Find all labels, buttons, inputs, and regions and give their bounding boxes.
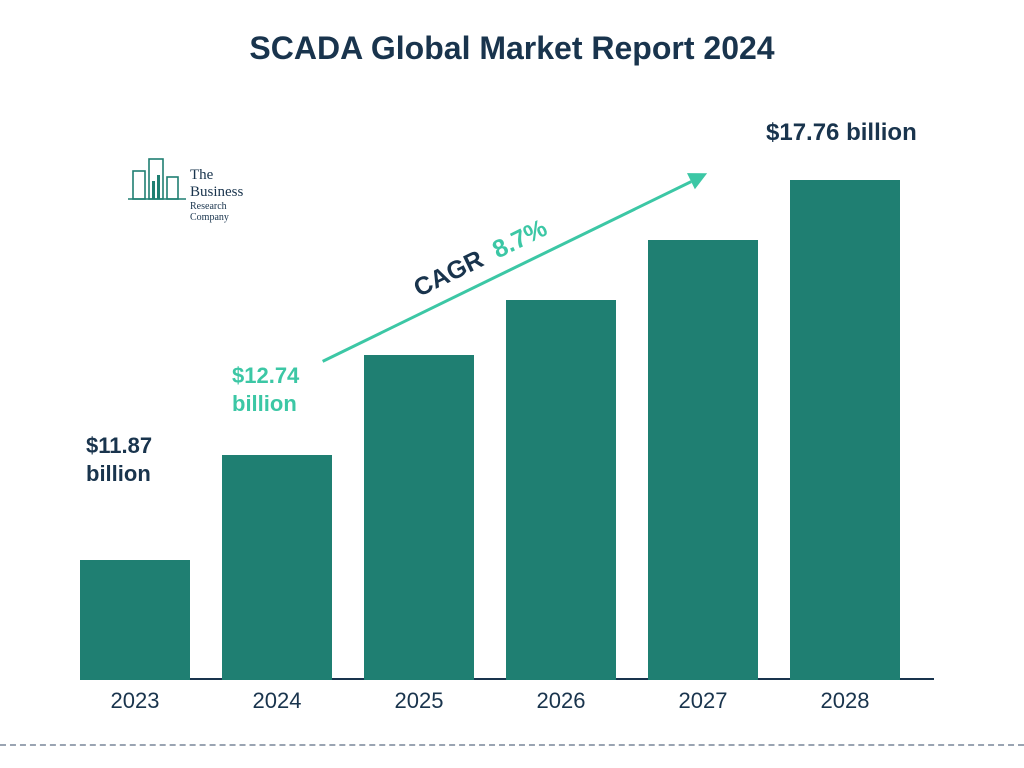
x-axis-label: 2024 [222, 688, 332, 714]
bar: 2024 [222, 455, 332, 680]
chart-title: SCADA Global Market Report 2024 [0, 30, 1024, 67]
x-axis-label: 2025 [364, 688, 474, 714]
x-axis-label: 2027 [648, 688, 758, 714]
x-axis-label: 2023 [80, 688, 190, 714]
bar: 2027 [648, 240, 758, 680]
value-label-2028: $17.76 billion [766, 118, 966, 148]
bar: 2025 [364, 355, 474, 680]
bar: 2023 [80, 560, 190, 680]
value-label-2023: $11.87billion [86, 432, 226, 487]
bottom-divider [0, 744, 1024, 746]
bar-chart: 2023 2024 2025 2026 2027 2028 [80, 120, 930, 680]
x-axis-label: 2028 [790, 688, 900, 714]
bars-container: 2023 2024 2025 2026 2027 2028 [80, 120, 900, 680]
x-axis-label: 2026 [506, 688, 616, 714]
bar: 2026 [506, 300, 616, 680]
bar: 2028 [790, 180, 900, 680]
value-label-2024: $12.74billion [232, 362, 372, 417]
